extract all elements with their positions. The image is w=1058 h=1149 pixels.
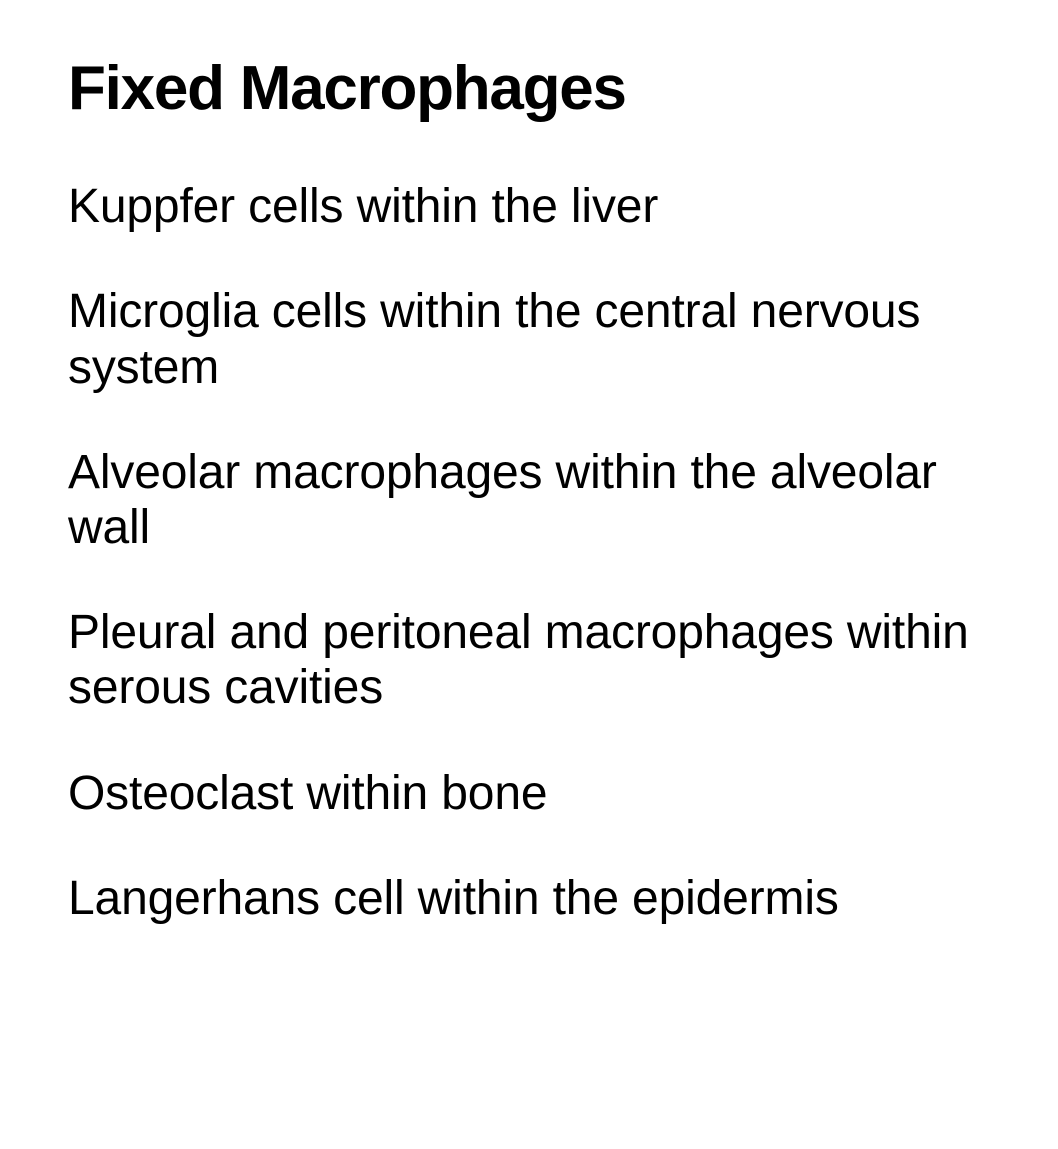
list-item: Microglia cells within the central nervo… [68,284,1003,394]
document-title: Fixed Macrophages [68,55,1003,123]
list-item: Alveolar macrophages within the alveolar… [68,445,1003,555]
list-item: Pleural and peritoneal macrophages withi… [68,605,1003,715]
list-item: Kuppfer cells within the liver [68,179,1003,234]
list-item: Langerhans cell within the epidermis [68,871,1003,926]
list-item: Osteoclast within bone [68,766,1003,821]
